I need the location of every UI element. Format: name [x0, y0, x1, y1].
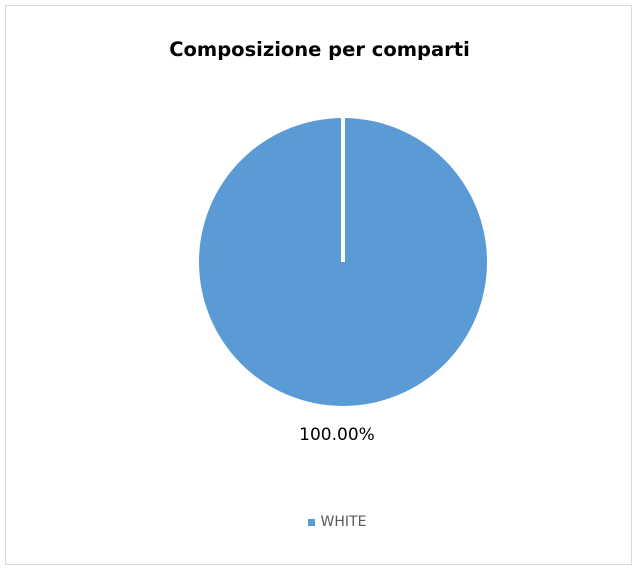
legend-label-white: WHITE: [320, 514, 367, 530]
legend: WHITE: [0, 514, 639, 530]
data-label-white: 100.00%: [299, 425, 375, 445]
legend-swatch-white: [307, 518, 315, 526]
chart-title: Composizione per comparti: [169, 38, 470, 61]
pie-slices-group: [199, 118, 487, 406]
